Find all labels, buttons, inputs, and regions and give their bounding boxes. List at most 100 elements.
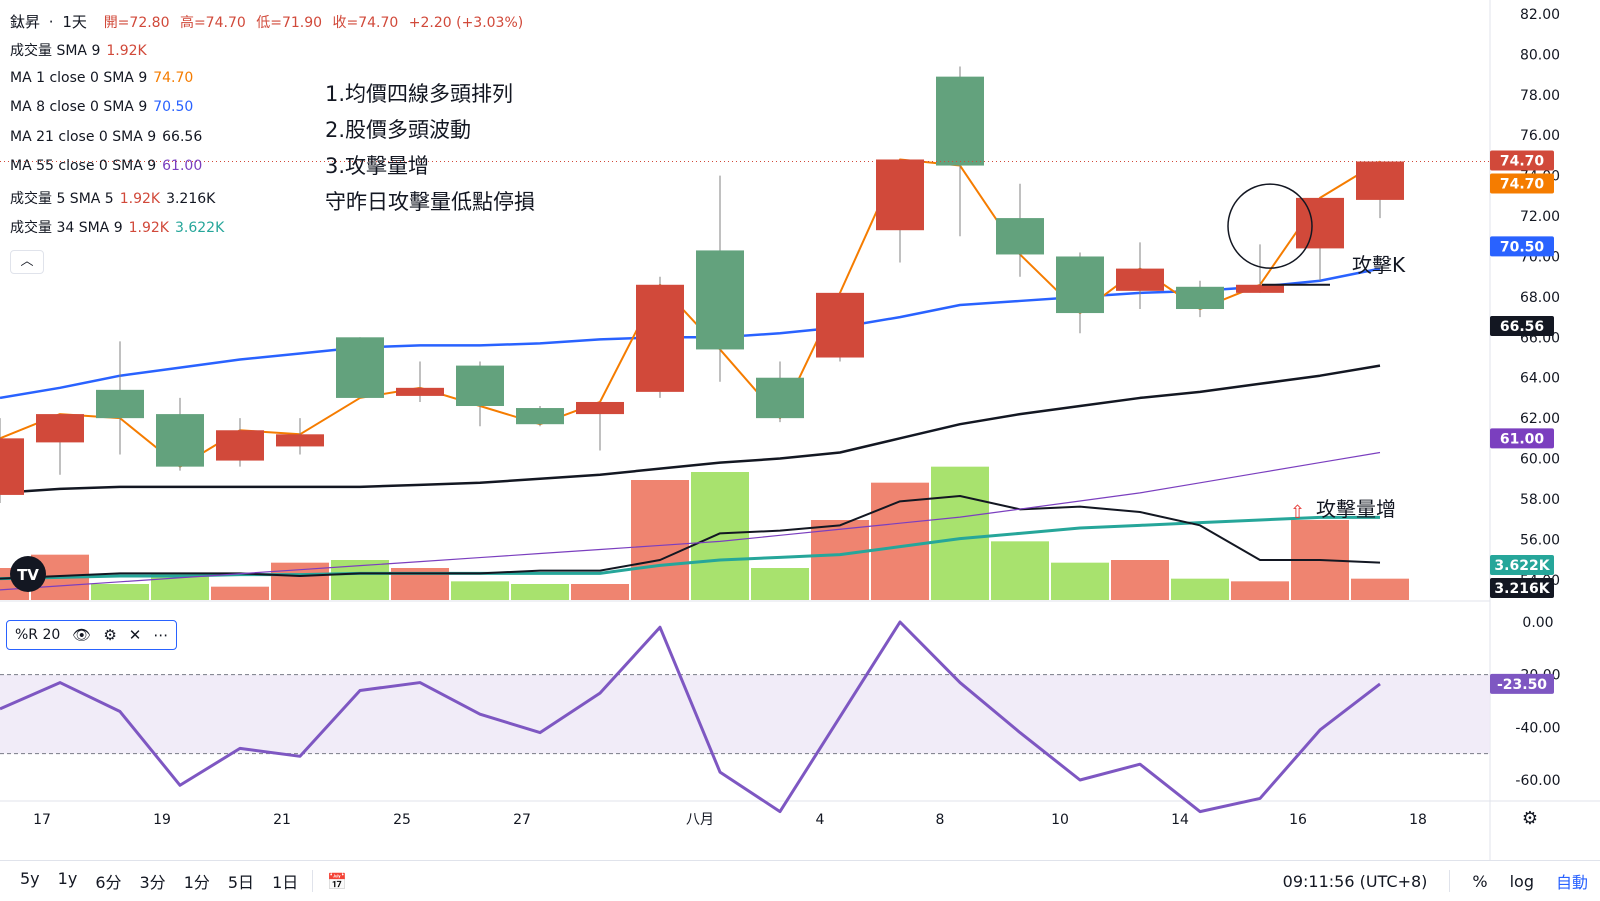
legend-label: 成交量 34 SMA 9 — [10, 220, 123, 236]
more-icon[interactable]: ⋯ — [153, 626, 169, 644]
interval-label[interactable]: 1天 — [62, 13, 87, 31]
volume-bar — [1051, 562, 1109, 600]
price-tick-label: 78.00 — [1520, 88, 1560, 104]
candle-body — [336, 337, 384, 398]
gear-icon[interactable]: ⚙ — [103, 626, 117, 644]
close-value: 收=74.70 — [332, 15, 399, 31]
wr-indicator-legend[interactable]: %R 20 👁 ⚙ ✕ ⋯ — [6, 620, 178, 650]
attack-volume-label: 攻擊量增 — [1316, 497, 1396, 521]
change-value: +2.20 (+3.03%) — [408, 15, 524, 31]
time-tick-label: 21 — [273, 812, 291, 828]
legend-row[interactable]: 成交量 5 SMA 5 1.92K 3.216K — [10, 188, 215, 208]
time-tick-label: 8 — [936, 812, 945, 828]
legend-label: MA 55 close 0 SMA 9 — [10, 158, 157, 174]
legend-row[interactable]: 成交量 34 SMA 9 1.92K 3.622K — [10, 217, 224, 237]
timeframe-button[interactable]: 1y — [57, 869, 78, 888]
close-icon[interactable]: ✕ — [128, 626, 142, 644]
clock-time[interactable]: 09:11:56 (UTC+8) — [1282, 871, 1428, 891]
high-value: 高=74.70 — [179, 15, 246, 31]
eye-icon[interactable]: 👁 — [72, 626, 92, 644]
time-tick-label: 19 — [153, 812, 171, 828]
symbol-name[interactable]: 鈦昇 — [10, 13, 41, 31]
volume-bar — [511, 584, 569, 600]
log-toggle[interactable]: log — [1509, 871, 1534, 891]
candle-body — [1056, 256, 1104, 314]
candle-body — [1176, 286, 1224, 310]
price-badge-label: 74.70 — [1500, 177, 1545, 193]
time-tick-label: 27 — [513, 812, 531, 828]
legend-value: 1.92K — [119, 190, 161, 207]
timeframe-button[interactable]: 5y — [20, 869, 40, 888]
symbol-legend: 鈦昇 · 1天 開=72.80 高=74.70 低=71.90 收=74.70 … — [10, 13, 524, 31]
chart-canvas[interactable]: 攻擊K⇧攻擊量增82.0080.0078.0076.0074.0072.0070… — [0, 0, 1600, 860]
volume-bar — [631, 480, 689, 600]
timeframe-button[interactable]: 1分 — [183, 873, 210, 892]
candle-body — [456, 365, 504, 407]
tradingview-logo — [10, 556, 46, 592]
timeframe-button[interactable]: 3分 — [139, 873, 166, 892]
price-badge — [1490, 173, 1554, 194]
time-tick-label: 25 — [393, 812, 411, 828]
timeframe-button[interactable]: 5日 — [227, 873, 255, 892]
legend-row[interactable]: MA 8 close 0 SMA 9 70.50 — [10, 99, 193, 115]
tradingview-logo-mark: TV — [17, 566, 39, 584]
open-value: 開=72.80 — [103, 15, 170, 31]
legend-row[interactable]: MA 21 close 0 SMA 9 66.56 — [10, 129, 202, 145]
legend-value-2: 3.216K — [166, 190, 216, 207]
price-tick-label: 72.00 — [1520, 209, 1560, 225]
auto-scale-toggle[interactable]: 自動 — [1555, 873, 1588, 892]
price-tick-label: 58.00 — [1520, 492, 1560, 508]
legend-label: 成交量 SMA 9 — [10, 43, 101, 59]
calendar-icon[interactable]: 📅 — [327, 871, 348, 891]
ma55-line — [0, 451, 1381, 591]
legend-label: 成交量 5 SMA 5 — [10, 190, 114, 207]
legend-value: 61.00 — [162, 158, 203, 174]
candle-body — [216, 430, 264, 461]
wr-tick-label: 0.00 — [1522, 615, 1553, 631]
price-tick-label: 62.00 — [1520, 411, 1560, 427]
time-tick-label: 八月 — [686, 812, 714, 828]
legend-value: 1.92K — [128, 220, 169, 236]
candle-body — [1296, 197, 1344, 249]
candle-body — [96, 389, 144, 419]
legend-value-2: 3.622K — [174, 220, 225, 236]
legend-value: 70.50 — [153, 99, 194, 115]
wr-band-fill — [0, 674, 1490, 754]
legend-label: MA 1 close 0 SMA 9 — [10, 69, 148, 86]
time-tick-label: 14 — [1171, 812, 1189, 828]
candle-body — [396, 387, 444, 396]
volume-bar — [811, 520, 869, 600]
price-badge — [1490, 236, 1554, 257]
legend-row[interactable]: 成交量 SMA 9 1.92K — [10, 40, 147, 60]
candle-body — [816, 292, 864, 358]
price-tick-label: 64.00 — [1520, 371, 1560, 387]
note-line-2: 2.股價多頭波動 — [325, 118, 472, 142]
ma8-line — [0, 267, 1381, 400]
ma21-line — [0, 364, 1381, 495]
timeframe-button[interactable]: 6分 — [95, 873, 122, 892]
price-tick-label: 76.00 — [1520, 128, 1560, 144]
legend-row[interactable]: MA 1 close 0 SMA 9 74.70 — [10, 70, 193, 86]
price-tick-label: 68.00 — [1520, 290, 1560, 306]
volume-bar — [1171, 578, 1229, 600]
volume-bar — [571, 584, 629, 600]
low-value: 低=71.90 — [256, 15, 323, 31]
candle-body — [0, 438, 24, 495]
price-tick-label: 56.00 — [1520, 532, 1560, 548]
time-tick-label: 10 — [1051, 812, 1069, 828]
legend-row[interactable]: MA 55 close 0 SMA 9 61.00 — [10, 158, 202, 174]
volume-ma5-line — [0, 495, 1381, 580]
price-badge-label: 3.622K — [1494, 558, 1550, 574]
price-tick-label: 60.00 — [1520, 452, 1560, 468]
timeframe-list: 5y 1y 6分 3分 1分 5日 1日 — [20, 869, 298, 893]
legend-label: MA 21 close 0 SMA 9 — [10, 128, 157, 145]
legend-value: 66.56 — [162, 128, 203, 145]
collapse-legend-button[interactable]: ︿ — [10, 250, 44, 274]
volume-bar — [931, 466, 989, 600]
price-badge — [1490, 555, 1554, 575]
timeframe-button[interactable]: 1日 — [272, 873, 299, 892]
note-line-1: 1.均價四線多頭排列 — [325, 82, 514, 106]
price-badge-label: 66.56 — [1500, 319, 1544, 335]
percent-toggle[interactable]: % — [1472, 871, 1488, 891]
legend-value: 74.70 — [153, 69, 194, 86]
